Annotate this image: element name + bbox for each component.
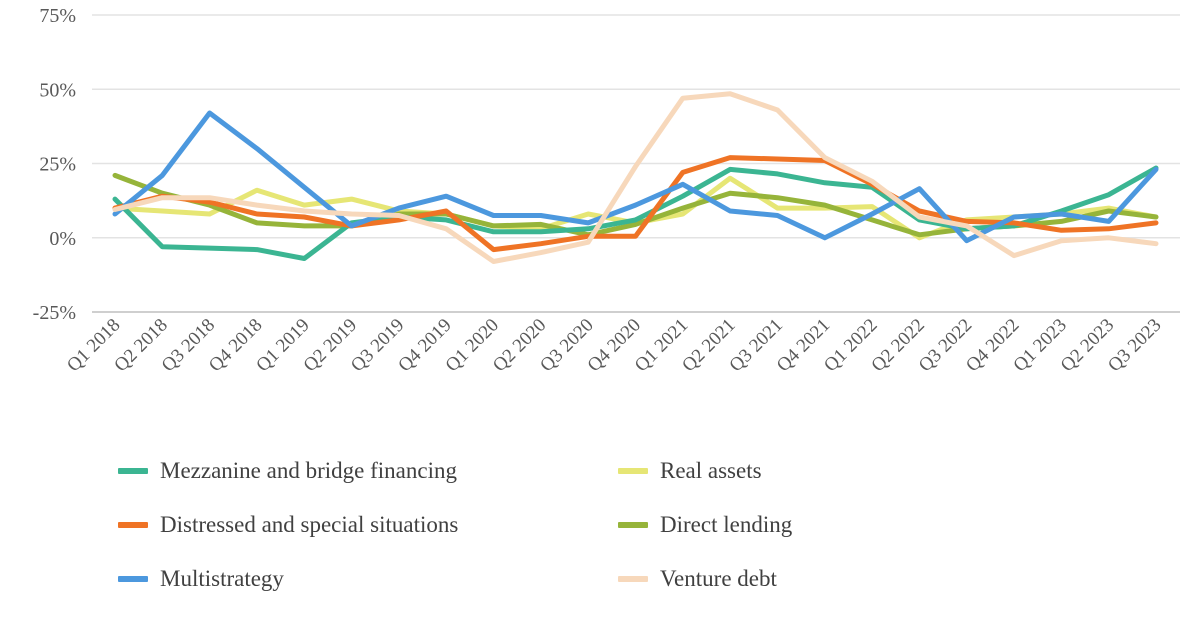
legend-label: Mezzanine and bridge financing bbox=[160, 458, 457, 483]
legend-swatch bbox=[118, 576, 148, 582]
y-tick-label: 0% bbox=[49, 228, 76, 250]
legend-label: Distressed and special situations bbox=[160, 512, 459, 537]
series-line-multistrategy bbox=[112, 110, 1159, 244]
legend-label: Venture debt bbox=[660, 566, 777, 591]
legend-item-distressed: Distressed and special situations bbox=[118, 509, 618, 541]
y-tick-label: 50% bbox=[39, 79, 76, 101]
legend-swatch bbox=[618, 468, 648, 474]
series-line-distressed-and-special-situations bbox=[112, 155, 1159, 253]
x-tick-label: Q3 2023 bbox=[1104, 315, 1166, 377]
series-line-mezzanine-and-bridge-financing bbox=[112, 165, 1159, 261]
legend-item-mezzanine: Mezzanine and bridge financing bbox=[118, 455, 618, 487]
y-tick-label: 25% bbox=[39, 154, 76, 176]
legend-item-multistrategy: Multistrategy bbox=[118, 563, 618, 595]
legend-swatch bbox=[118, 468, 148, 474]
series-line-venture-debt bbox=[112, 91, 1159, 264]
legend-label: Direct lending bbox=[660, 512, 793, 537]
legend-swatch bbox=[618, 522, 648, 528]
legend: Mezzanine and bridge financing Real asse… bbox=[118, 455, 918, 595]
legend-item-real-assets: Real assets bbox=[618, 455, 918, 487]
y-tick-label: 75% bbox=[39, 5, 76, 27]
legend-label: Real assets bbox=[660, 458, 762, 483]
y-tick-label: -25% bbox=[33, 302, 76, 324]
legend-label: Multistrategy bbox=[160, 566, 284, 591]
legend-swatch bbox=[618, 576, 648, 582]
legend-item-venture-debt: Venture debt bbox=[618, 563, 918, 595]
legend-item-direct-lending: Direct lending bbox=[618, 509, 918, 541]
legend-swatch bbox=[118, 522, 148, 528]
